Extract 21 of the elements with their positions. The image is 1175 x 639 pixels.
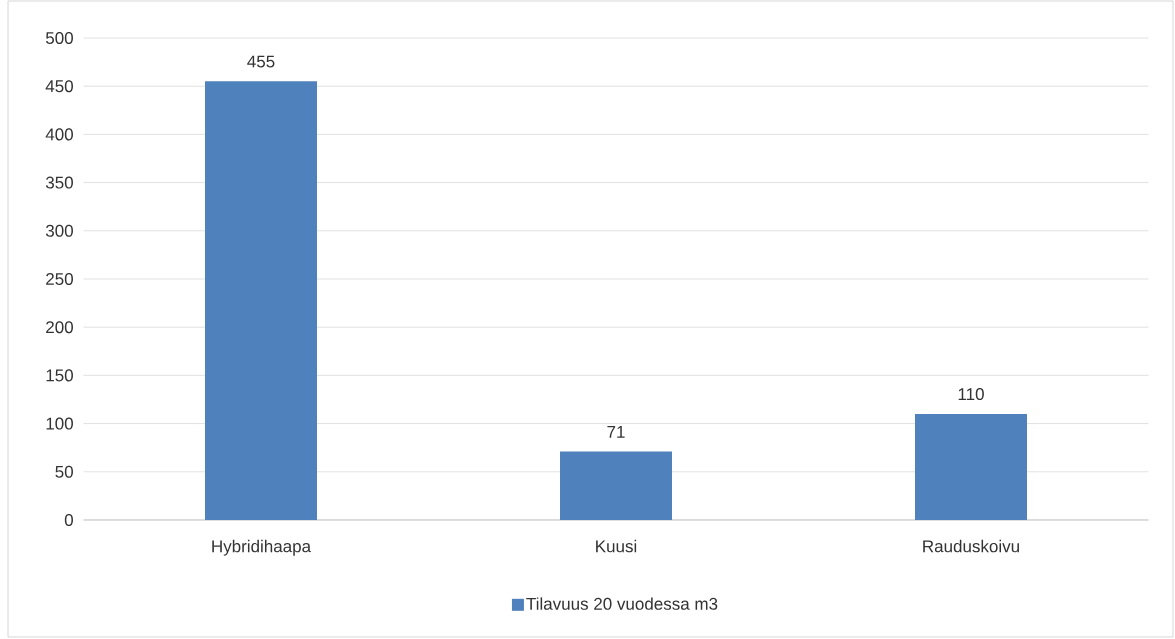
x-tick-label: Kuusi [596,539,637,553]
y-tick-label: 350 [45,176,73,189]
data-label: 71 [607,425,625,438]
y-tick-label: 500 [45,31,73,45]
data-label: 455 [247,55,275,68]
y-tick-label: 250 [46,272,73,286]
y-tick-label: 450 [45,80,73,93]
y-tick-label: 50 [55,465,73,478]
y-tick-label: 0 [64,513,73,527]
x-tick-label: Rauduskoivu [923,539,1019,553]
y-tick-label: 200 [46,321,73,334]
y-tick-label: 150 [46,369,73,382]
data-label: 110 [958,388,984,401]
bar [560,451,672,520]
legend-label: Tilavuus 20 vuodessa m3 [526,597,718,610]
bar [205,81,318,520]
y-tick-label: 400 [45,128,73,141]
x-tick-label: Hybridihaapa [212,539,312,556]
bar [914,413,1027,520]
y-tick-label: 300 [45,224,73,237]
y-tick-label: 100 [46,417,73,430]
